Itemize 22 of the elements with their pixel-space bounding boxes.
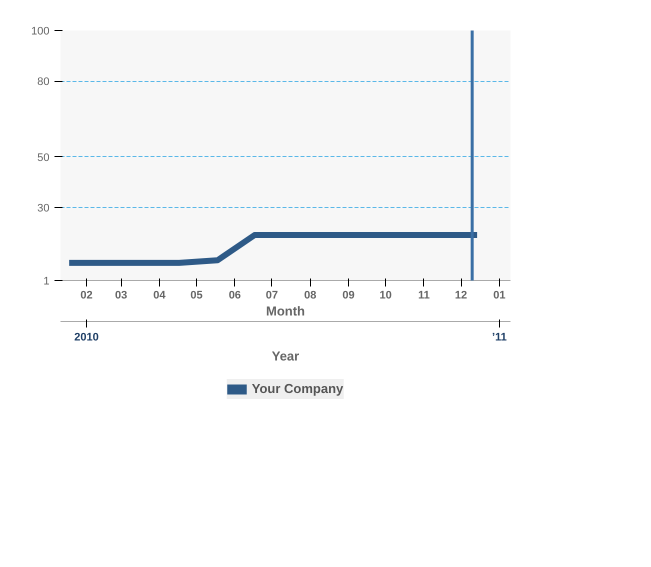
x-tick-label: 02 (80, 290, 93, 302)
y-tick-label: 100 (31, 26, 50, 38)
x-tick-label: 01 (493, 290, 506, 302)
x2-tick-label: ’11 (492, 332, 507, 344)
x-tick-label: 11 (418, 290, 430, 302)
x-tick-label: 10 (380, 290, 392, 302)
y-tick-label: 30 (37, 202, 50, 214)
legend-label: Your Company (252, 381, 344, 396)
x-tick-label: 08 (304, 290, 316, 302)
x-tick-label: 12 (454, 290, 468, 302)
x-axis-title: Month (266, 304, 306, 318)
y-tick-label: 80 (37, 76, 50, 88)
x2-axis-title: Year (272, 348, 300, 364)
x-tick-label: 04 (153, 290, 166, 302)
x-tick-label: 07 (266, 290, 278, 302)
y-tick-label: 50 (37, 152, 50, 164)
x-tick-label: 03 (114, 290, 128, 302)
y-tick-label: 1 (43, 276, 50, 288)
x-tick-label: 06 (228, 290, 241, 302)
x-tick-label: 05 (190, 290, 203, 302)
x-tick-label: 09 (342, 290, 355, 302)
x2-tick-label: 2010 (74, 332, 99, 344)
